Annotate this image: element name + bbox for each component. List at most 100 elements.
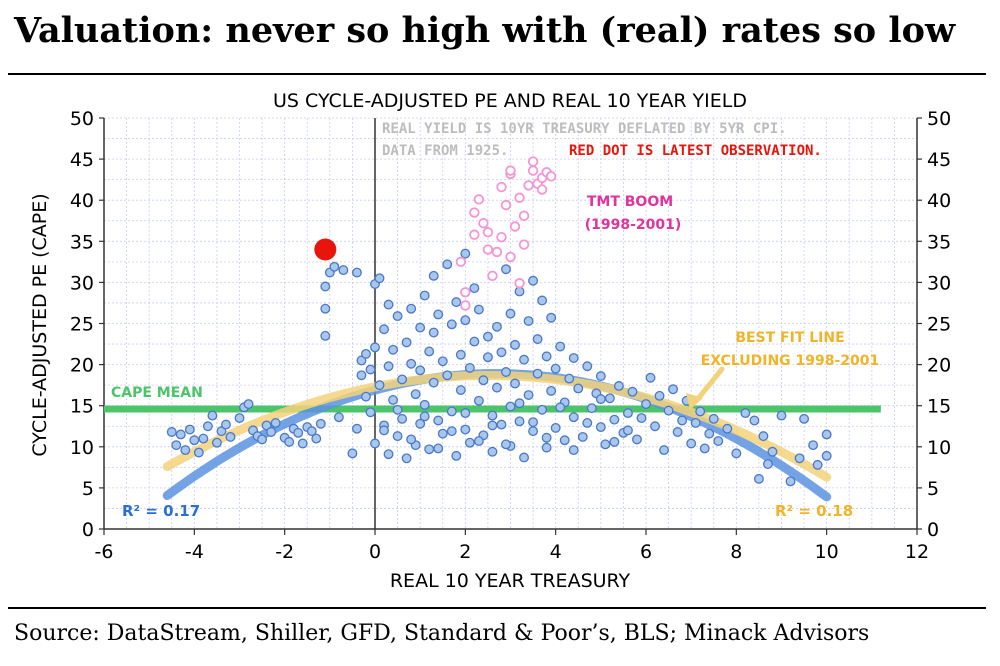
data-point <box>455 385 466 396</box>
data-point <box>501 367 511 377</box>
data-point <box>469 283 480 294</box>
data-point <box>523 390 534 400</box>
tmt-data-point <box>536 184 548 195</box>
data-point <box>609 436 620 447</box>
data-point <box>577 431 588 442</box>
data-point <box>541 351 552 362</box>
data-point <box>555 402 566 413</box>
data-point <box>370 438 380 449</box>
data-point <box>392 311 403 322</box>
y-tick-label-left: 20 <box>70 355 94 377</box>
tmt-data-point <box>496 231 507 243</box>
data-point <box>808 440 819 451</box>
data-point <box>505 308 516 319</box>
data-point <box>297 438 308 449</box>
data-point <box>496 419 507 430</box>
y-tick-label-left: 35 <box>70 231 94 253</box>
data-point <box>374 380 385 391</box>
tmt-data-point <box>460 300 471 311</box>
data-point <box>428 377 439 388</box>
data-point <box>722 423 733 434</box>
data-point <box>437 428 448 439</box>
bottom-rule <box>8 607 986 609</box>
data-point <box>347 448 358 459</box>
y-tick-label-left: 45 <box>70 149 94 171</box>
y-tick-label-right: 20 <box>927 355 951 377</box>
tmt-data-point <box>509 221 521 232</box>
note-red-dot: RED DOT IS LATEST OBSERVATION. <box>569 143 822 159</box>
data-point <box>356 370 367 381</box>
data-point <box>460 248 471 259</box>
data-point <box>695 406 706 417</box>
data-point <box>424 444 435 455</box>
tmt-data-point <box>491 246 503 258</box>
data-point <box>595 371 606 382</box>
data-point <box>365 407 376 418</box>
data-point <box>595 422 606 433</box>
data-point <box>776 410 787 421</box>
data-point <box>740 408 751 419</box>
y-tick-label-right: 35 <box>927 231 951 253</box>
data-point <box>175 429 186 440</box>
data-point <box>568 445 579 456</box>
data-point <box>464 362 475 373</box>
data-point <box>514 416 525 427</box>
data-point <box>582 418 593 428</box>
data-point <box>333 412 344 423</box>
tmt-points <box>455 156 557 311</box>
data-point <box>568 412 579 423</box>
tmt-data-point <box>505 165 516 176</box>
data-point <box>528 426 539 437</box>
data-point <box>672 427 683 437</box>
data-point <box>532 368 543 379</box>
data-point <box>482 352 493 363</box>
x-tick-label: 2 <box>459 541 471 563</box>
data-point <box>370 342 380 353</box>
data-point <box>419 399 430 410</box>
data-point <box>505 401 516 412</box>
data-point <box>595 394 606 405</box>
data-point <box>532 334 543 345</box>
data-point <box>193 447 204 458</box>
headline: Valuation: never so high with (real) rat… <box>14 10 956 51</box>
data-point <box>501 439 511 450</box>
data-point <box>392 431 403 442</box>
data-point <box>654 390 665 401</box>
data-point <box>410 389 421 400</box>
data-point <box>460 408 471 419</box>
data-point <box>794 453 805 464</box>
data-point <box>392 404 403 415</box>
data-point <box>211 437 222 448</box>
data-point <box>320 330 331 341</box>
data-point <box>821 429 832 440</box>
y-tick-label-right: 25 <box>927 314 951 336</box>
observation-points <box>166 248 832 487</box>
data-point <box>320 303 331 314</box>
data-point <box>690 418 701 428</box>
tmt-data-point <box>487 270 498 282</box>
data-point <box>361 391 371 402</box>
data-point <box>442 370 453 381</box>
data-point <box>514 286 525 297</box>
data-point <box>510 339 520 350</box>
y-tick-label-right: 5 <box>927 478 939 500</box>
fit-label-line-2: EXCLUDING 1998-2001 <box>701 353 880 369</box>
data-point <box>397 374 408 385</box>
data-point <box>586 403 597 414</box>
note-line-1: REAL YIELD IS 10YR TREASURY DEFLATED BY … <box>382 121 787 137</box>
r2-excl-label: R² = 0.18 <box>775 502 853 520</box>
data-point <box>406 303 417 314</box>
data-point <box>451 297 462 308</box>
x-tick-label: -2 <box>275 541 294 563</box>
data-point <box>473 395 484 406</box>
data-point <box>379 324 389 335</box>
y-tick-label-right: 15 <box>927 396 951 418</box>
data-point <box>686 438 697 449</box>
top-rule <box>8 73 986 75</box>
data-point <box>469 336 480 347</box>
data-point <box>767 446 778 457</box>
y-tick-label-right: 50 <box>927 108 951 130</box>
data-point <box>415 418 426 429</box>
data-point <box>821 450 832 461</box>
